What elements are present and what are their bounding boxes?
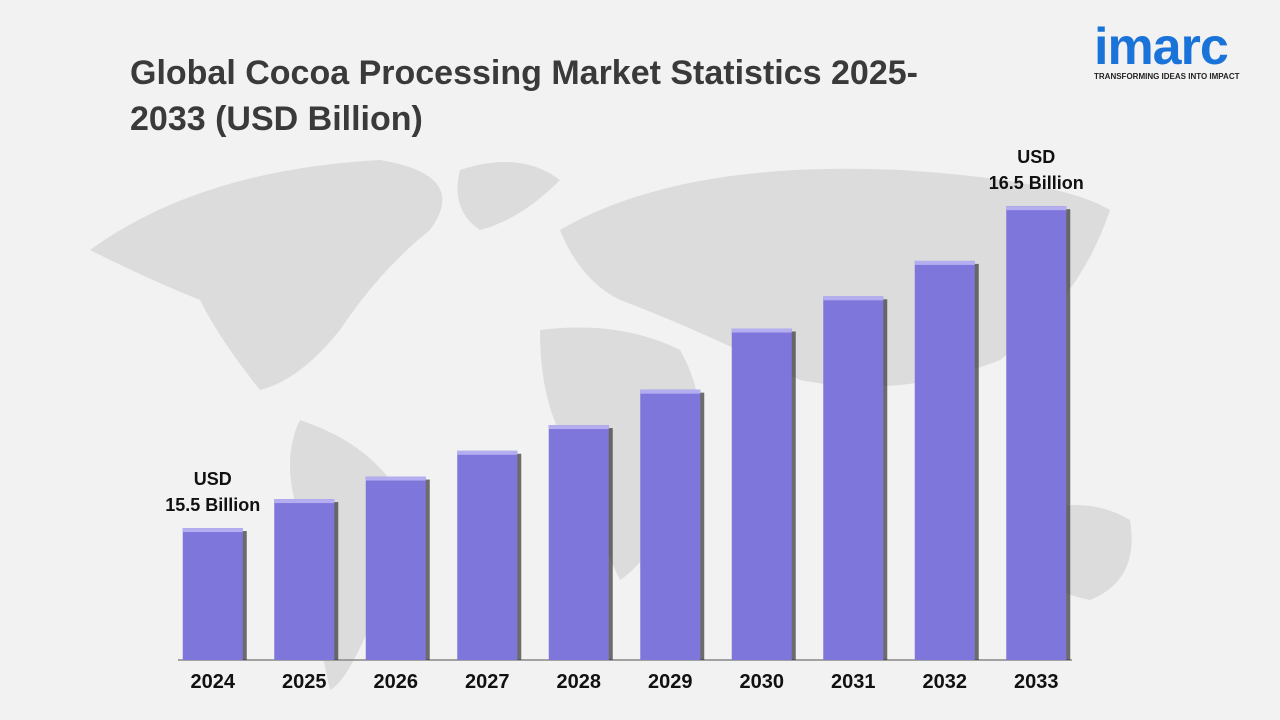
bar [914, 260, 975, 660]
chart-title: Global Cocoa Processing Market Statistic… [130, 54, 918, 138]
bar [1006, 206, 1067, 660]
bar-highlight [1006, 206, 1067, 211]
bar-highlight [365, 476, 426, 481]
x-tick-label: 2029 [648, 671, 693, 693]
bar-highlight [731, 328, 792, 333]
bar-highlight [823, 296, 884, 301]
logo: imarc TRANSFORMING IDEAS INTO IMPACT [1094, 18, 1240, 81]
bar [274, 499, 335, 660]
bar [457, 450, 518, 660]
x-tick-label: 2028 [557, 671, 602, 693]
bar-highlight [182, 528, 243, 533]
bar [731, 328, 792, 660]
bar-highlight [274, 499, 335, 504]
x-tick-label: 2024 [191, 671, 236, 693]
x-tick-label: 2032 [923, 671, 968, 693]
bar [823, 296, 884, 660]
logo-tagline: TRANSFORMING IDEAS INTO IMPACT [1094, 72, 1240, 81]
bar-highlight [548, 425, 609, 430]
bar [548, 425, 609, 660]
x-tick-label: 2025 [282, 671, 327, 693]
bar [182, 528, 243, 660]
x-tick-label: 2033 [1014, 671, 1059, 693]
x-tick-label: 2027 [465, 671, 510, 693]
value-label: USD 16.5 Billion [988, 147, 1084, 194]
x-tick-label: 2026 [374, 671, 419, 693]
bar-highlight [457, 450, 518, 455]
bar-highlight [914, 260, 975, 265]
value-label: USD 15.5 Billion [165, 469, 261, 516]
logo-name: imarc [1094, 18, 1229, 76]
bar [365, 476, 426, 660]
x-tick-label: 2030 [740, 671, 785, 693]
bar [640, 389, 701, 660]
bar-highlight [640, 389, 701, 394]
x-tick-label: 2031 [831, 671, 876, 693]
